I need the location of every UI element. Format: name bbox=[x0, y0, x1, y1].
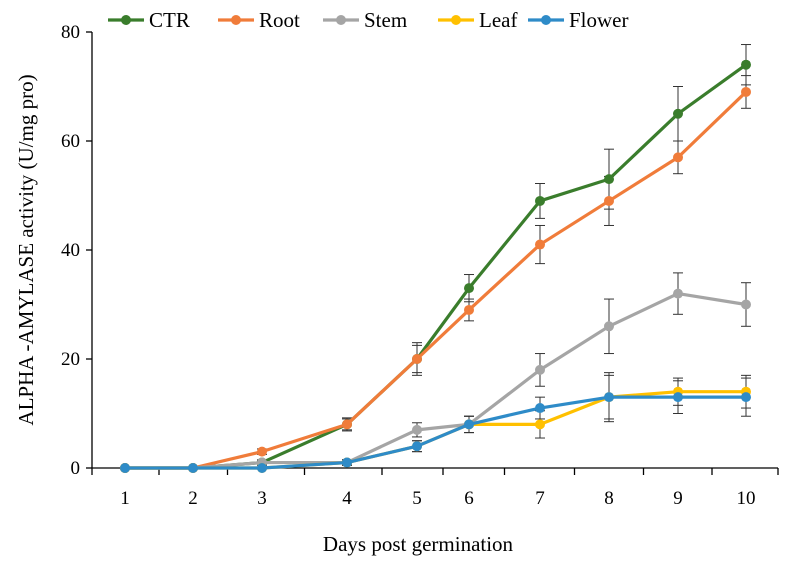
legend-label-stem: Stem bbox=[364, 8, 407, 32]
legend-swatch-marker bbox=[231, 15, 241, 25]
series-line-ctr bbox=[125, 63, 747, 470]
data-point-stem bbox=[673, 288, 683, 299]
series-root bbox=[120, 86, 751, 473]
legend: CTR Root Stem Leaf Flower bbox=[108, 8, 629, 32]
data-point-flower bbox=[464, 419, 474, 430]
series-line-stem bbox=[125, 292, 747, 470]
series-line-flower bbox=[125, 395, 746, 470]
error-bars bbox=[257, 44, 751, 466]
x-tick-label: 4 bbox=[342, 488, 352, 509]
x-tick-label: 3 bbox=[257, 488, 267, 509]
x-tick-label: 8 bbox=[604, 488, 614, 509]
x-tick-label: 2 bbox=[188, 488, 198, 509]
data-point-ctr bbox=[464, 283, 474, 294]
series-line-leaf bbox=[125, 390, 746, 470]
data-point-flower bbox=[257, 463, 267, 473]
x-tick-label: 1 bbox=[120, 488, 130, 509]
x-tick-label: 9 bbox=[673, 488, 683, 509]
legend-swatch-marker bbox=[336, 15, 346, 25]
axes: 0 20 40 60 80 1 2 3 4 5 6 7 8 9 10 bbox=[61, 22, 779, 509]
data-point-root bbox=[257, 446, 267, 457]
y-axis-title: ALPHA -AMYLASE activity (U/mg pro) bbox=[14, 74, 38, 425]
legend-item-leaf: Leaf bbox=[438, 8, 517, 32]
legend-item-stem: Stem bbox=[323, 8, 407, 32]
data-point-flower bbox=[412, 441, 422, 452]
legend-label-leaf: Leaf bbox=[479, 8, 517, 32]
legend-label-root: Root bbox=[259, 8, 300, 32]
data-point-flower bbox=[120, 463, 130, 473]
data-point-stem bbox=[535, 364, 545, 375]
data-point-root bbox=[673, 152, 683, 163]
data-point-leaf bbox=[535, 419, 545, 430]
legend-item-root: Root bbox=[218, 8, 300, 32]
data-point-stem bbox=[412, 424, 422, 435]
legend-item-flower: Flower bbox=[528, 8, 629, 32]
data-point-flower bbox=[535, 403, 545, 414]
legend-swatch-marker bbox=[541, 15, 551, 25]
data-point-root bbox=[464, 304, 474, 315]
y-tick-label: 20 bbox=[61, 349, 80, 370]
series-line-root bbox=[125, 90, 748, 470]
data-point-root bbox=[412, 354, 422, 364]
legend-label-ctr: CTR bbox=[149, 8, 190, 32]
data-point-root bbox=[342, 419, 352, 430]
x-tick-label: 7 bbox=[535, 488, 545, 509]
data-point-root bbox=[741, 86, 751, 97]
legend-swatch-marker bbox=[121, 15, 131, 25]
x-axis-title: Days post germination bbox=[323, 532, 514, 556]
y-tick-label: 80 bbox=[61, 22, 80, 43]
data-point-ctr bbox=[673, 108, 683, 119]
series-leaf bbox=[120, 386, 751, 473]
data-point-flower bbox=[741, 392, 751, 403]
legend-swatch-marker bbox=[451, 15, 461, 25]
legend-label-flower: Flower bbox=[569, 8, 629, 32]
x-tick-label: 6 bbox=[464, 488, 474, 509]
series-stem bbox=[120, 288, 751, 473]
data-point-flower bbox=[604, 392, 614, 403]
series-lines bbox=[120, 59, 751, 473]
x-tick-label: 10 bbox=[737, 488, 756, 509]
data-point-ctr bbox=[741, 59, 751, 70]
x-tick-label: 5 bbox=[412, 488, 422, 509]
data-point-stem bbox=[604, 321, 614, 332]
data-point-ctr bbox=[535, 195, 545, 206]
data-point-ctr bbox=[604, 174, 614, 185]
data-point-root bbox=[535, 239, 545, 250]
data-point-root bbox=[604, 195, 614, 206]
data-point-flower bbox=[673, 392, 683, 403]
data-point-stem bbox=[741, 299, 751, 310]
y-tick-label: 0 bbox=[71, 458, 81, 479]
data-point-flower bbox=[188, 463, 198, 473]
y-tick-label: 60 bbox=[61, 131, 80, 152]
legend-item-ctr: CTR bbox=[108, 8, 190, 32]
series-ctr bbox=[120, 59, 751, 473]
data-point-flower bbox=[342, 457, 352, 468]
series-flower bbox=[120, 392, 751, 473]
y-tick-label: 40 bbox=[61, 240, 80, 261]
